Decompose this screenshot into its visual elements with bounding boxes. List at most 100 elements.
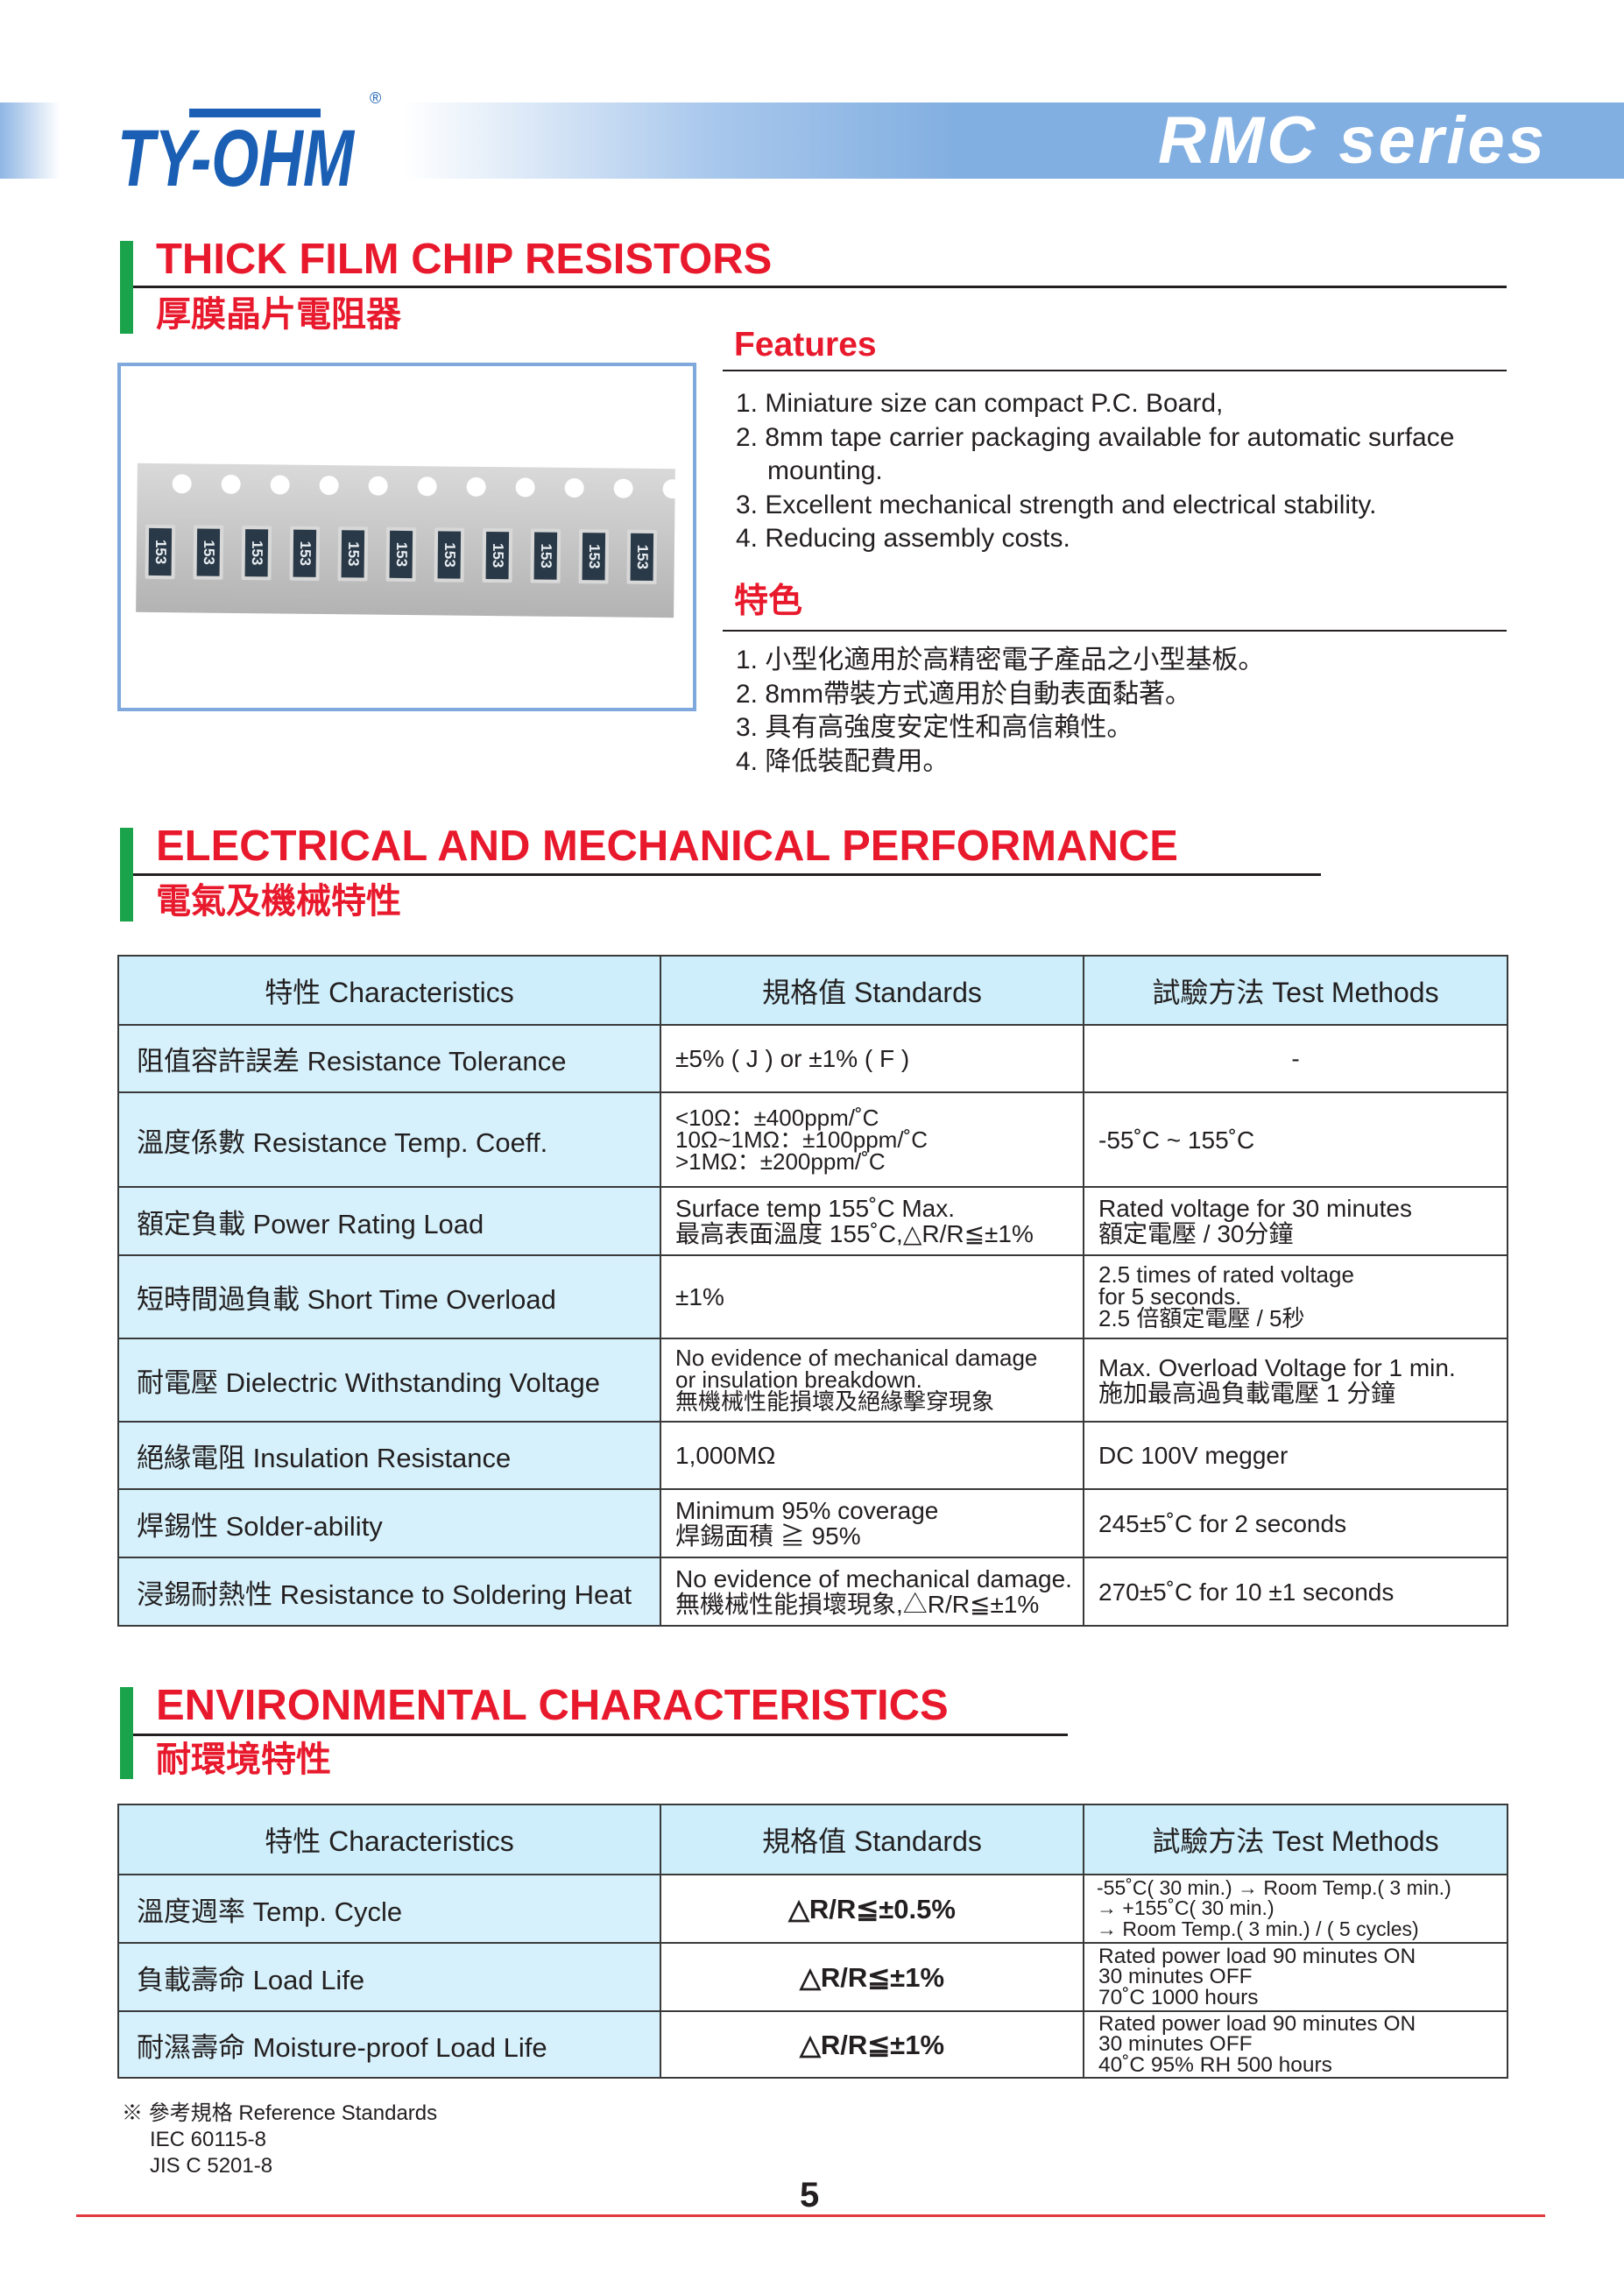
feature-item: 3. Excellent mechanical strength and ele… <box>736 490 1377 519</box>
section-marker <box>120 1687 133 1779</box>
tape-hole <box>172 474 192 494</box>
cell-standard: △R/R≦±1% <box>660 1942 1084 2012</box>
reference-item: JIS C 5201-8 <box>150 2154 273 2178</box>
cell-characteristic: 溫度係數 Resistance Temp. Coeff. <box>117 1091 661 1188</box>
resistor-chip: 153 <box>578 529 610 584</box>
section-title-en: THICK FILM CHIP RESISTORS <box>156 236 773 283</box>
table-row: 耐電壓 Dielectric Withstanding Voltage No ev… <box>117 1338 1508 1423</box>
feature-zh-item: 2. 8mm帶裝方式適用於自動表面黏著。 <box>736 679 1192 709</box>
tape-hole <box>564 477 584 498</box>
section-title-zh: 耐環境特性 <box>156 1741 331 1779</box>
feature-zh-item: 1. 小型化適用於高精密電子產品之小型基板。 <box>736 646 1265 674</box>
cell-line: 1,000MΩ <box>675 1442 776 1469</box>
cell-test-method: -55˚C ~ 155˚C <box>1083 1091 1508 1188</box>
cell-characteristic: 耐濕壽命 Moisture-proof Load Life <box>117 2010 661 2079</box>
cell-line: 額定電壓 / 30分鐘 <box>1098 1220 1294 1247</box>
cell-line: Rated voltage for 30 minutes <box>1098 1195 1412 1222</box>
chip-marking: 153 <box>633 544 651 570</box>
table-row: 阻值容許誤差 Resistance Tolerance ±5% ( J ) or … <box>117 1024 1508 1093</box>
header-standards: 規格值 Standards <box>660 955 1084 1026</box>
cell-test-method: DC 100V megger <box>1083 1421 1508 1490</box>
header-band-left <box>0 102 60 179</box>
section-title-zh: 厚膜晶片電阻器 <box>156 295 401 334</box>
features-list: 1. Miniature size can compact P.C. Board… <box>736 387 1454 556</box>
reference-title: ※ 參考規格 Reference Standards <box>122 2101 438 2125</box>
cell-line: 270±5˚C for 10 ±1 seconds <box>1098 1578 1395 1606</box>
chip-marking: 153 <box>248 540 265 566</box>
table-row: 溫度週率 Temp. Cycle △R/R≦±0.5% -55˚C( 30 min.… <box>117 1874 1508 1944</box>
tape-hole <box>417 477 437 497</box>
cell-standard: 1,000MΩ <box>660 1421 1084 1490</box>
tape-hole <box>221 474 241 495</box>
registered-mark: ® <box>370 89 381 107</box>
cell-line: or insulation breakdown. <box>675 1366 922 1393</box>
cell-line: Rated power load 90 minutes ON <box>1098 1944 1416 1968</box>
chip-marking: 153 <box>152 539 169 565</box>
feature-item: mounting. <box>767 456 883 485</box>
cell-standard: No evidence of mechanical damage. 無機械性能損壞… <box>660 1557 1084 1627</box>
tape-hole <box>515 477 535 498</box>
cell-line: 無機械性能損壞及絕緣擊穿現象 <box>675 1388 995 1415</box>
cell-line: 30 minutes OFF <box>1098 2032 1253 2057</box>
cell-standard: △R/R≦±0.5% <box>660 1874 1084 1944</box>
header-characteristics: 特性 Characteristics <box>117 955 661 1026</box>
cell-standard: ±5% ( J ) or ±1% ( F ) <box>660 1024 1084 1093</box>
table-row: 短時間過負載 Short Time Overload ±1% 2.5 times … <box>117 1254 1508 1339</box>
footer-line <box>76 2214 1545 2217</box>
logo-brand-text: TY-OHM <box>117 114 356 191</box>
tape-hole <box>319 475 339 496</box>
cell-line: >1MΩ：±200ppm/˚C <box>675 1148 886 1175</box>
resistor-chip: 153 <box>289 526 321 581</box>
section-title-zh: 電氣及機械特性 <box>156 882 401 921</box>
cell-test-method: Max. Overload Voltage for 1 min. 施加最高過負載電… <box>1083 1338 1508 1423</box>
section-marker <box>120 241 133 334</box>
cell-test-method: -55˚C( 30 min.) → Room Temp.( 3 min.) → +… <box>1083 1874 1508 1944</box>
cell-line: Rated power load 90 minutes ON <box>1098 2011 1416 2036</box>
cell-standard: ±1% <box>660 1254 1084 1339</box>
cell-characteristic: 阻值容許誤差 Resistance Tolerance <box>117 1024 661 1093</box>
chip-marking: 153 <box>489 542 506 568</box>
logo-bar <box>189 109 321 117</box>
divider <box>723 630 1507 632</box>
cell-characteristic: 焊錫性 Solder-ability <box>117 1488 661 1558</box>
cell-test-method: 245±5˚C for 2 seconds <box>1083 1488 1508 1558</box>
reference-standards: ※ 參考規格 Reference Standards IEC 60115-8 J… <box>122 2101 437 2179</box>
table-header-row: 特性 Characteristics 規格值 Standards 試驗方法 Te… <box>117 1804 1508 1875</box>
feature-item: 1. Miniature size can compact P.C. Board… <box>736 389 1224 418</box>
cell-line: for 5 seconds. <box>1098 1283 1242 1310</box>
tape-hole <box>662 479 682 499</box>
cell-line: ±5% ( J ) or ±1% ( F ) <box>675 1045 910 1072</box>
table-header-row: 特性 Characteristics 規格值 Standards 試驗方法 Te… <box>117 955 1508 1026</box>
feature-item: 2. 8mm tape carrier packaging available … <box>736 422 1455 452</box>
cell-characteristic: 浸錫耐熱性 Resistance to Soldering Heat <box>117 1557 661 1627</box>
cell-standard: Minimum 95% coverage 焊錫面積 ≧ 95% <box>660 1488 1084 1558</box>
divider <box>133 1734 1068 1736</box>
resistor-chip: 153 <box>434 527 465 583</box>
cell-line: DC 100V megger <box>1098 1442 1289 1469</box>
environmental-table: 特性 Characteristics 規格值 Standards 試驗方法 Te… <box>117 1804 1508 2079</box>
table-row: 耐濕壽命 Moisture-proof Load Life △R/R≦±1% Rat… <box>117 2010 1508 2079</box>
cell-standard: No evidence of mechanical damage or insul… <box>660 1338 1084 1423</box>
divider <box>723 370 1507 371</box>
ty-ohm-logo: TY-OHM ® <box>117 89 381 191</box>
divider <box>133 286 1507 288</box>
cell-test-method: 270±5˚C for 10 ±1 seconds <box>1083 1557 1508 1627</box>
cell-standard: <10Ω：±400ppm/˚C 10Ω~1MΩ：±100ppm/˚C >1MΩ：±2… <box>660 1091 1084 1188</box>
chip-marking: 153 <box>200 540 217 565</box>
header-standards: 規格值 Standards <box>660 1804 1084 1875</box>
cell-line: -55˚C( 30 min.) → Room Temp.( 3 min.) <box>1097 1875 1451 1899</box>
cell-test-method: - <box>1083 1024 1508 1093</box>
cell-line: -55˚C ~ 155˚C <box>1098 1126 1255 1154</box>
cell-test-method: Rated power load 90 minutes ON 30 minutes… <box>1083 2010 1508 2079</box>
cell-characteristic: 耐電壓 Dielectric Withstanding Voltage <box>117 1338 661 1423</box>
chip-marking: 153 <box>537 543 554 568</box>
chip-marking: 153 <box>344 541 362 567</box>
section-title-en: ENVIRONMENTAL CHARACTERISTICS <box>156 1682 949 1729</box>
cell-line: - <box>1291 1045 1300 1072</box>
divider <box>133 873 1321 876</box>
tape-hole <box>466 477 486 497</box>
table-row: 絕緣電阻 Insulation Resistance 1,000MΩ DC 100… <box>117 1421 1508 1490</box>
features-zh-list: 1. 小型化適用於高精密電子產品之小型基板。 2. 8mm帶裝方式適用於自動表面… <box>736 644 1264 779</box>
cell-line: 245±5˚C for 2 seconds <box>1098 1509 1347 1537</box>
page-number: 5 <box>800 2176 820 2214</box>
